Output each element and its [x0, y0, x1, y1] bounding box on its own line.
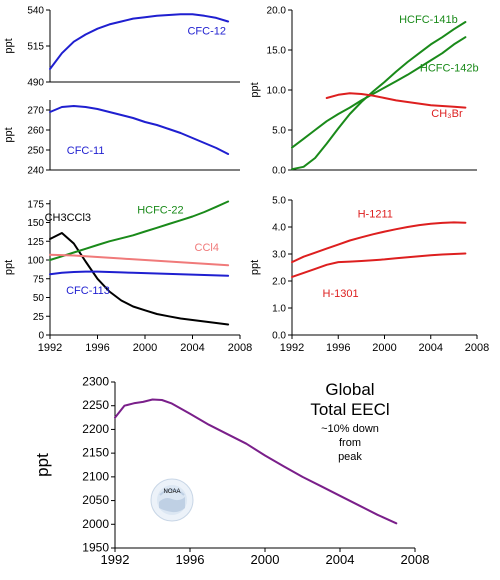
- series-label: H-1301: [323, 288, 359, 300]
- series-line: [49, 270, 230, 277]
- y-tick-label: 100: [27, 256, 44, 267]
- y-tick-label: 2300: [82, 375, 109, 389]
- x-tick-label: 2008: [228, 342, 252, 354]
- y-tick-label: 2250: [82, 398, 109, 412]
- y-tick-label: 515: [27, 42, 44, 53]
- series-label: CH3CCl3: [45, 212, 91, 224]
- series-label: CFC-11: [67, 145, 105, 157]
- series-label: CFC-113: [66, 285, 110, 297]
- series-label: H-1211: [358, 209, 393, 221]
- series-line: [49, 105, 230, 155]
- y-tick-label: 125: [27, 237, 44, 248]
- x-tick-label: 1992: [101, 552, 130, 567]
- y-tick-label: 10.0: [267, 86, 287, 97]
- y-axis-label: ppt: [3, 38, 15, 53]
- y-tick-label: 0.0: [272, 166, 286, 177]
- y-axis-label: ppt: [3, 127, 15, 142]
- x-tick-label: 2000: [372, 342, 396, 354]
- series-label: HCFC-142b: [420, 63, 479, 75]
- y-tick-label: 5.0: [272, 126, 286, 137]
- y-tick-label: 2050: [82, 493, 109, 507]
- eecl-title-line2: Total EECl: [310, 400, 390, 419]
- y-tick-label: 2150: [82, 446, 109, 460]
- y-tick-label: 1.0: [272, 304, 286, 315]
- series-line: [49, 232, 230, 326]
- eecl-note-line1: ~10% down: [321, 423, 379, 435]
- y-tick-label: 490: [27, 78, 44, 89]
- y-tick-label: 250: [27, 146, 44, 157]
- chart-halons: 0.0 1.0 2.0 3.0 4.0 5.0 1992 1996 2000 2004 2008 pp…: [249, 196, 489, 355]
- series-line: [291, 221, 467, 264]
- y-tick-label: 25: [33, 312, 45, 323]
- y-tick-label: 2.0: [272, 277, 286, 288]
- y-tick-label: 260: [27, 126, 44, 137]
- chart-cfc12: 490 515 540 ppt CFC-12: [3, 6, 240, 89]
- x-tick-label: 2000: [133, 342, 157, 354]
- series-label: HCFC-141b: [399, 14, 458, 26]
- x-tick-label: 1996: [176, 552, 205, 567]
- series-label: CCl4: [195, 242, 219, 254]
- y-tick-label: 3.0: [272, 250, 286, 261]
- series-line: [49, 13, 230, 70]
- y-tick-label: 150: [27, 218, 44, 229]
- series-label: CFC-12: [187, 25, 226, 37]
- series-line: [291, 21, 467, 171]
- y-axis-label: ppt: [249, 82, 261, 97]
- noaa-logo: NOAA: [150, 478, 194, 522]
- y-tick-label: 270: [27, 106, 44, 117]
- chart-cfc11: 240 250 260 270 ppt CFC-11: [3, 100, 240, 177]
- series-label: CH₃Br: [431, 108, 463, 120]
- x-tick-label: 2004: [326, 552, 355, 567]
- noaa-logo-text: NOAA: [163, 489, 180, 495]
- x-tick-label: 2004: [419, 342, 443, 354]
- x-tick-label: 1996: [85, 342, 109, 354]
- chart-cfc-mid-left: 0 25 50 75 100 125 150 175 1992 1996 2000 2004 2008 p…: [3, 199, 252, 354]
- eecl-title-line1: Global: [325, 380, 375, 399]
- y-tick-label: 540: [27, 6, 44, 17]
- x-tick-label: 2000: [251, 552, 280, 567]
- series-label: HCFC-22: [137, 205, 183, 217]
- x-tick-label: 1992: [38, 342, 62, 354]
- x-tick-label: 1992: [280, 342, 304, 354]
- y-tick-label: 0.0: [272, 331, 286, 342]
- series-line: [114, 398, 398, 525]
- y-tick-label: 1950: [82, 541, 109, 555]
- series-line: [49, 200, 230, 261]
- y-tick-label: 2100: [82, 469, 109, 483]
- series-line: [291, 36, 467, 149]
- y-tick-label: 50: [33, 293, 45, 304]
- y-tick-label: 4.0: [272, 223, 286, 234]
- series-line: [325, 92, 467, 109]
- x-tick-label: 2008: [465, 342, 489, 354]
- eecl-note-line3: peak: [338, 451, 362, 463]
- noaa-emblem-icon: NOAA: [150, 478, 194, 522]
- eecl-note-line2: from: [339, 437, 361, 449]
- y-axis-label: ppt: [3, 260, 15, 275]
- eecl-annotation: Global Total EECl ~10% down from peak: [300, 380, 400, 464]
- y-tick-label: 75: [33, 274, 45, 285]
- y-tick-label: 0: [38, 331, 44, 342]
- y-tick-label: 15.0: [267, 46, 287, 57]
- x-tick-label: 2008: [401, 552, 430, 567]
- series-line: [49, 253, 230, 267]
- series-line: [291, 252, 467, 278]
- chart-hcfc-right: 0.0 5.0 10.0 15.0 20.0 ppt HCFC-141b HCFC-142b C…: [249, 6, 479, 177]
- y-axis-label: ppt: [249, 260, 261, 275]
- y-axis-label: ppt: [33, 453, 52, 477]
- y-tick-label: 240: [27, 166, 44, 177]
- x-tick-label: 1996: [326, 342, 350, 354]
- y-tick-label: 175: [27, 199, 44, 210]
- y-tick-label: 20.0: [267, 6, 287, 17]
- x-tick-label: 2004: [180, 342, 204, 354]
- y-tick-label: 5.0: [272, 196, 286, 207]
- chart-eecl: 1950 2000 2050 2100 2150 2200 2250 2300 1992 1996…: [33, 375, 429, 568]
- y-tick-label: 2200: [82, 422, 109, 436]
- y-tick-label: 2000: [82, 517, 109, 531]
